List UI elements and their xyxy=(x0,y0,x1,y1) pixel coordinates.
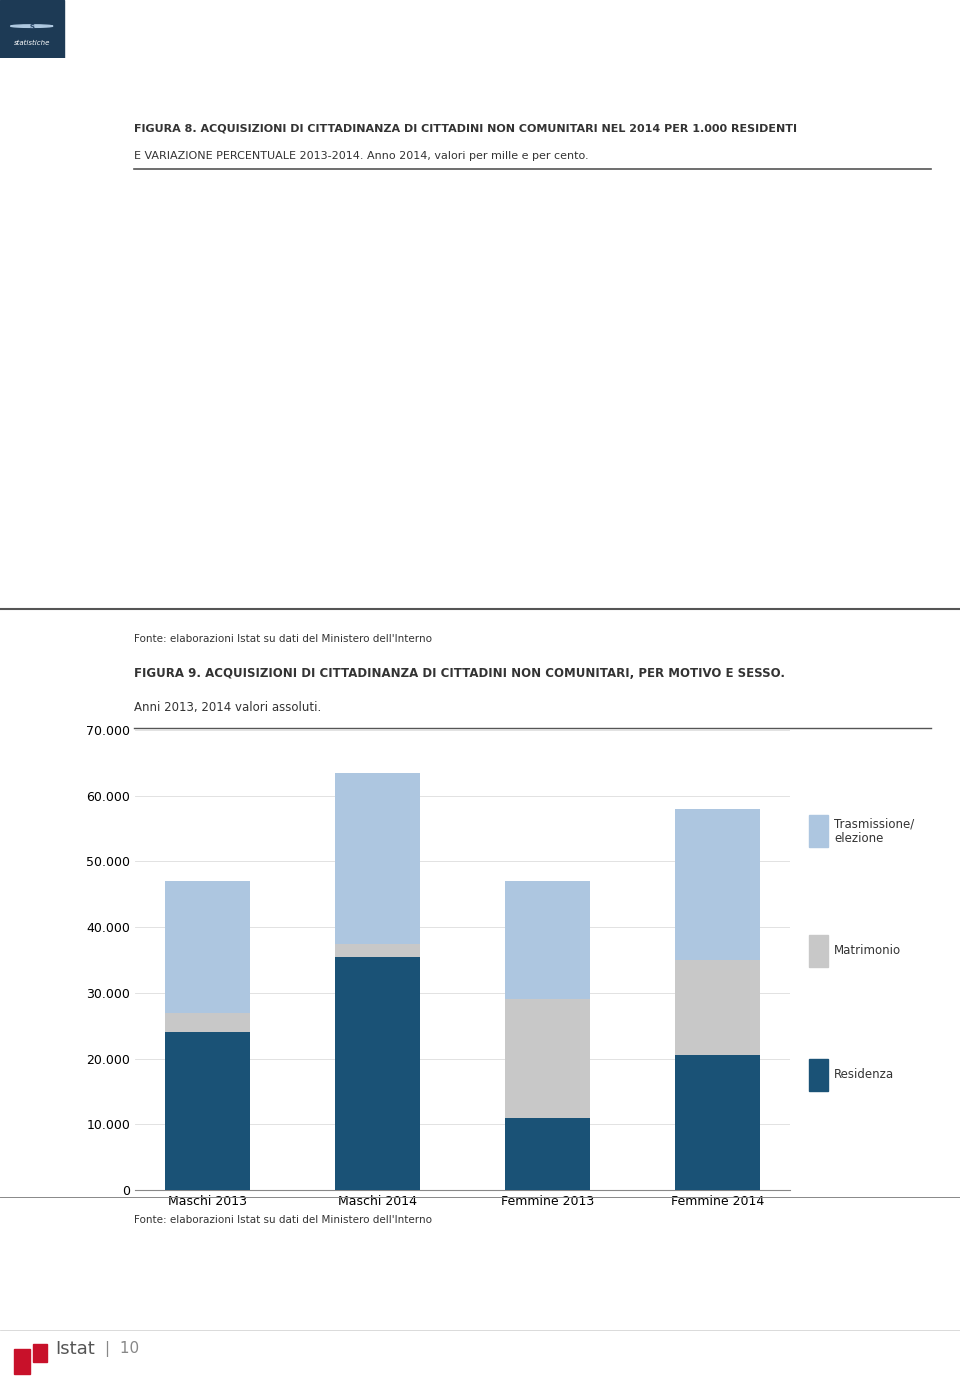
Text: CITTADINI NON COMUNITARI: CITTADINI NON COMUNITARI xyxy=(72,12,261,26)
Bar xyxy=(0,0,64,58)
Bar xyxy=(675,808,760,960)
Text: |  10: | 10 xyxy=(105,1341,139,1356)
Bar xyxy=(505,882,590,999)
Bar xyxy=(505,1118,590,1190)
Bar xyxy=(335,944,420,956)
Text: Trasmissione/
elezione: Trasmissione/ elezione xyxy=(834,817,914,846)
Text: s: s xyxy=(29,22,35,30)
Text: FIGURA 9. ACQUISIZIONI DI CITTADINANZA DI CITTADINI NON COMUNITARI, PER MOTIVO E: FIGURA 9. ACQUISIZIONI DI CITTADINANZA D… xyxy=(134,667,785,680)
Bar xyxy=(809,934,828,967)
Text: Anni 2013, 2014 valori assoluti.: Anni 2013, 2014 valori assoluti. xyxy=(134,700,322,714)
Bar xyxy=(335,772,420,944)
Text: report: report xyxy=(13,83,67,97)
Text: Fonte: elaborazioni Istat su dati del Ministero dell'Interno: Fonte: elaborazioni Istat su dati del Mi… xyxy=(134,634,432,644)
Bar xyxy=(675,1055,760,1190)
Bar xyxy=(33,1344,47,1362)
Bar xyxy=(165,1013,250,1032)
Text: statistiche: statistiche xyxy=(13,40,50,47)
Text: Fonte: elaborazioni Istat su dati del Ministero dell'Interno: Fonte: elaborazioni Istat su dati del Mi… xyxy=(134,1215,432,1225)
Bar xyxy=(809,1059,828,1091)
Bar xyxy=(675,960,760,1055)
Bar xyxy=(14,1349,30,1374)
Text: Istat: Istat xyxy=(55,1340,95,1358)
Bar xyxy=(165,1032,250,1190)
Text: Matrimonio: Matrimonio xyxy=(834,944,901,958)
Text: Residenza: Residenza xyxy=(834,1068,894,1081)
Text: FIGURA 8. ACQUISIZIONI DI CITTADINANZA DI CITTADINI NON COMUNITARI NEL 2014 PER : FIGURA 8. ACQUISIZIONI DI CITTADINANZA D… xyxy=(134,123,798,133)
Bar xyxy=(335,956,420,1190)
Circle shape xyxy=(11,25,53,28)
Bar xyxy=(809,815,828,847)
Bar xyxy=(505,999,590,1118)
Bar xyxy=(165,882,250,1013)
Text: REGOLARMENTE SOGGIORNANTI: REGOLARMENTE SOGGIORNANTI xyxy=(72,35,288,48)
Text: E VARIAZIONE PERCENTUALE 2013-2014. Anno 2014, valori per mille e per cento.: E VARIAZIONE PERCENTUALE 2013-2014. Anno… xyxy=(134,151,589,161)
